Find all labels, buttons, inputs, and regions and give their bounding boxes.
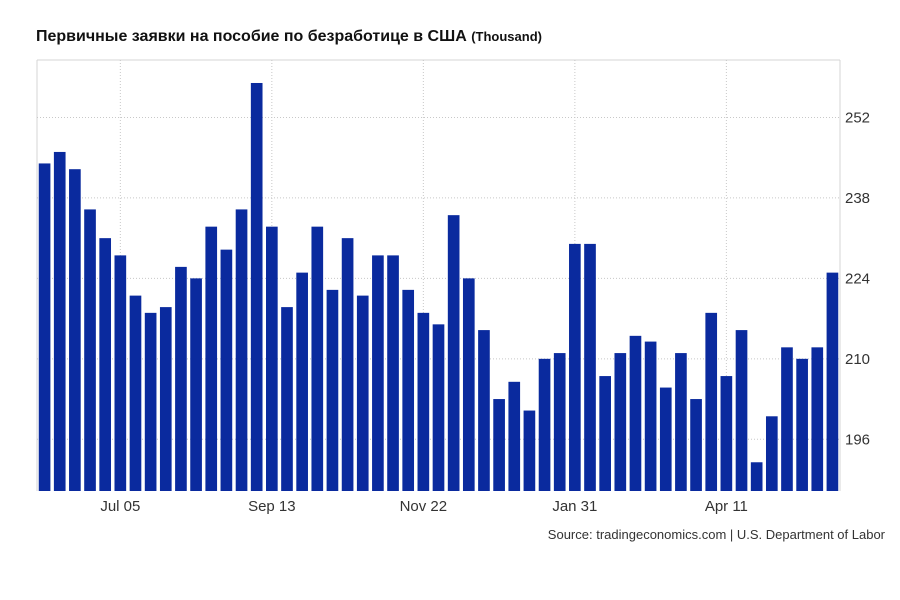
x-tick-label: Sep 13	[248, 498, 296, 515]
bar	[614, 353, 627, 491]
bar	[84, 209, 96, 491]
chart-unit: (Thousand)	[471, 29, 542, 44]
y-tick-label: 196	[845, 431, 870, 448]
bar	[811, 347, 824, 491]
x-tick-label: Nov 22	[400, 498, 448, 515]
y-tick-label: 210	[845, 351, 870, 368]
bar	[599, 376, 611, 491]
bar	[462, 278, 475, 491]
bar	[266, 226, 278, 492]
bar	[523, 410, 536, 491]
x-tick-label: Jan 31	[552, 498, 597, 515]
bar	[508, 381, 521, 491]
bar	[690, 399, 702, 491]
bar	[478, 330, 490, 491]
bar	[432, 324, 445, 491]
bar	[750, 462, 763, 491]
bar	[629, 335, 642, 491]
bar	[372, 255, 384, 491]
source-credit: Source: tradingeconomics.com | U.S. Depa…	[547, 527, 885, 542]
bar	[538, 358, 551, 491]
bar	[99, 238, 112, 491]
bar	[114, 255, 127, 491]
bar	[159, 307, 172, 491]
bar	[675, 353, 687, 491]
bar	[144, 312, 157, 491]
chart-title: Первичные заявки на пособие по безработи…	[36, 28, 542, 46]
bar	[69, 169, 81, 492]
bar	[553, 353, 566, 491]
bar	[250, 82, 263, 491]
bar	[326, 289, 339, 491]
bar	[296, 272, 308, 491]
bar	[705, 312, 718, 491]
bar	[220, 249, 233, 491]
bar	[129, 295, 142, 491]
bar	[175, 266, 187, 491]
bar	[447, 215, 460, 491]
y-tick-label: 252	[845, 109, 870, 126]
bar	[659, 387, 672, 491]
bar	[235, 209, 248, 491]
bar	[584, 243, 596, 491]
x-tick-label: Jul 05	[100, 498, 140, 515]
bar	[38, 163, 51, 491]
bar	[311, 226, 324, 492]
bar	[735, 330, 748, 491]
bar	[781, 347, 793, 491]
bar	[205, 226, 218, 492]
bar	[356, 295, 369, 491]
bar	[644, 341, 657, 491]
bar	[53, 151, 66, 492]
bar	[417, 312, 430, 491]
bar	[402, 289, 415, 491]
chart-title-text: Первичные заявки на пособие по безработи…	[36, 28, 467, 45]
bar	[796, 358, 808, 491]
bar	[387, 255, 399, 491]
y-tick-label: 224	[845, 270, 870, 287]
bar	[281, 307, 293, 491]
bars	[38, 82, 839, 492]
bar	[569, 243, 581, 491]
bar	[720, 376, 733, 491]
bar	[493, 399, 505, 491]
axis-labels: 196 210 224 238 252 Jul 05 Sep 13 Nov 22 Jan 31 A…	[100, 109, 870, 515]
bar	[826, 272, 839, 491]
bar	[341, 238, 354, 491]
x-tick-label: Apr 11	[705, 498, 748, 515]
y-tick-label: 238	[845, 190, 870, 207]
bar	[765, 416, 778, 491]
bar	[190, 278, 202, 491]
